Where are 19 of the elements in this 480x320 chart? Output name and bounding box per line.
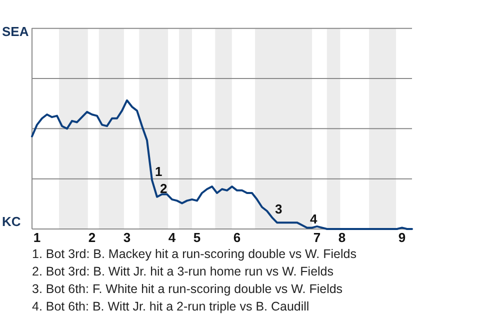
x-tick-label: 1 — [33, 230, 41, 245]
text: 4. Bot 6th: B. Witt Jr. hit a 2-run triple vs B. Caudill — [32, 300, 310, 314]
x-tick-label: 7 — [313, 230, 321, 245]
annotation: 1 — [155, 164, 162, 180]
text: KC — [2, 214, 22, 229]
text: 1. Bot 3rd: B. Mackey hit a run-scoring double vs W. Fields — [32, 247, 356, 261]
text: 3. Bot 6th: F. White hit a run-scoring double vs W. Fields — [32, 282, 343, 296]
text: 2. Bot 3rd: B. Witt Jr. hit a 3-run home run vs W. Fields — [32, 264, 334, 278]
annotation: 2 — [160, 180, 168, 196]
annotation: 4 — [310, 212, 318, 227]
text: SEA — [2, 24, 30, 39]
x-tick-label: 6 — [233, 230, 241, 245]
annotation: 3 — [275, 201, 282, 216]
x-tick-label: 3 — [123, 230, 131, 245]
x-tick-label: 5 — [193, 230, 201, 245]
x-tick-label: 9 — [398, 230, 406, 245]
x-tick-label: 2 — [88, 230, 96, 245]
x-tick-label: 8 — [338, 230, 346, 245]
x-tick-label: 4 — [168, 230, 176, 245]
